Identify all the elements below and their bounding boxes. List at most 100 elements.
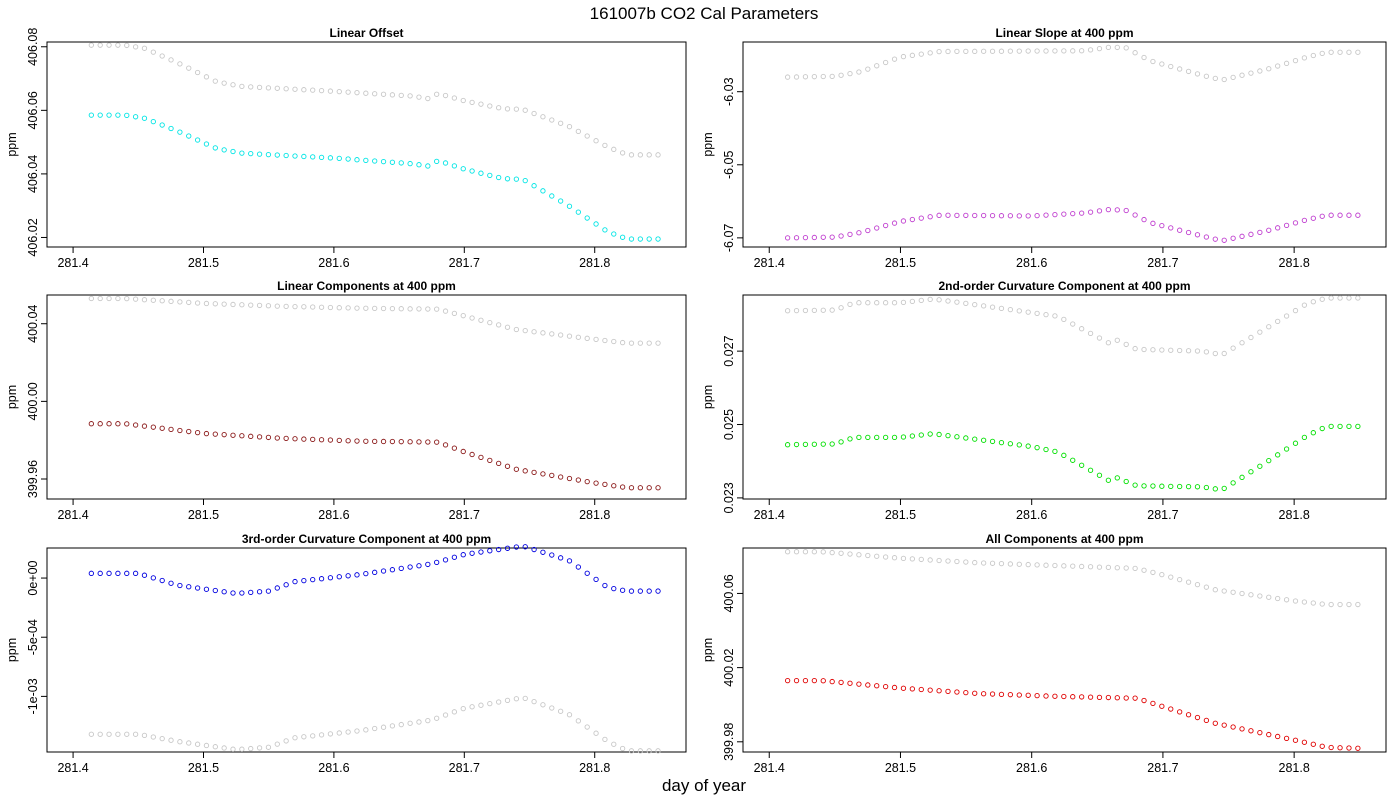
data-point (1239, 233, 1245, 239)
data-point (318, 576, 325, 582)
data-point (646, 588, 652, 594)
data-point (115, 112, 121, 118)
data-point (1355, 423, 1361, 429)
data-point (784, 235, 791, 241)
x-tick-label: 281.7 (1147, 761, 1178, 775)
data-point (177, 739, 183, 745)
data-point (909, 298, 916, 305)
data-point (1221, 350, 1227, 357)
data-point (336, 155, 342, 162)
data-point (936, 48, 942, 55)
data-point (265, 303, 272, 309)
data-point (1221, 722, 1227, 728)
data-point (820, 441, 826, 447)
data-point (504, 697, 511, 704)
data-point (372, 569, 378, 575)
data-point (513, 326, 520, 333)
data-point (874, 683, 880, 689)
y-tick-label: -6.03 (722, 77, 736, 106)
data-point (345, 305, 351, 311)
data-point (301, 304, 307, 310)
panel-1: Linear Offset ppm 281.4 281.5 281.6 281.7 281.… (5, 26, 687, 270)
data-point (784, 442, 791, 448)
data-point (628, 236, 635, 242)
data-point (389, 723, 396, 729)
data-point (416, 719, 422, 725)
data-point (954, 558, 960, 565)
data-point (1319, 601, 1325, 607)
data-point (132, 296, 139, 302)
figure-title: 161007b CO2 Cal Parameters (590, 4, 819, 23)
data-point (327, 437, 334, 443)
data-point (425, 163, 431, 169)
data-point (141, 732, 148, 739)
x-tick-label: 281.5 (885, 508, 916, 522)
data-point (811, 74, 817, 80)
y-axis-label: ppm (5, 385, 19, 409)
data-point (1203, 717, 1210, 724)
data-point (811, 549, 817, 555)
data-point (927, 296, 933, 303)
data-point (460, 705, 466, 712)
data-point (1266, 227, 1272, 233)
data-point (549, 552, 555, 558)
data-point (124, 112, 130, 119)
data-point (186, 584, 192, 590)
data-point (1159, 703, 1165, 709)
data-point (936, 557, 942, 564)
data-point (838, 305, 844, 311)
data-point (1355, 745, 1361, 751)
data-point (159, 122, 165, 128)
data-point (186, 65, 192, 71)
data-point (1150, 58, 1156, 65)
data-point (124, 731, 130, 737)
data-point (874, 63, 880, 69)
data-point (980, 560, 987, 566)
data-point (283, 738, 289, 744)
data-point (1070, 210, 1076, 217)
data-point (451, 310, 458, 317)
data-point (980, 48, 987, 54)
data-point (425, 95, 431, 102)
data-point (513, 544, 520, 550)
plot-frame (742, 41, 1387, 248)
data-point (1212, 720, 1218, 726)
data-point (989, 212, 996, 219)
data-point (115, 731, 121, 737)
data-point (1079, 326, 1085, 332)
data-point (434, 559, 440, 566)
data-point (1159, 222, 1165, 229)
data-point (575, 477, 581, 483)
data-point (1114, 475, 1120, 481)
data-point (882, 434, 889, 441)
data-point (655, 588, 661, 594)
data-point (1230, 480, 1236, 486)
data-point (963, 48, 969, 55)
data-point (628, 152, 635, 158)
data-point (97, 42, 103, 48)
data-point (1016, 308, 1022, 314)
data-point (549, 117, 555, 123)
data-point (354, 572, 360, 578)
data-point (1079, 462, 1085, 468)
data-point (336, 730, 342, 736)
data-point (159, 577, 165, 584)
data-point (865, 434, 871, 441)
data-point (1230, 724, 1236, 730)
data-point (1070, 694, 1076, 700)
data-point (1257, 329, 1263, 335)
data-point (637, 588, 643, 594)
data-point (972, 212, 978, 219)
data-point (793, 74, 800, 80)
data-point (802, 549, 809, 555)
data-point (310, 577, 316, 583)
data-point (221, 745, 227, 751)
series-2 (784, 677, 1361, 751)
data-point (1159, 571, 1165, 578)
data-point (847, 301, 853, 308)
data-point (945, 212, 951, 218)
y-tick-label: 406.06 (26, 91, 40, 129)
data-point (345, 156, 351, 162)
data-point (504, 545, 511, 551)
data-point (1203, 234, 1210, 240)
